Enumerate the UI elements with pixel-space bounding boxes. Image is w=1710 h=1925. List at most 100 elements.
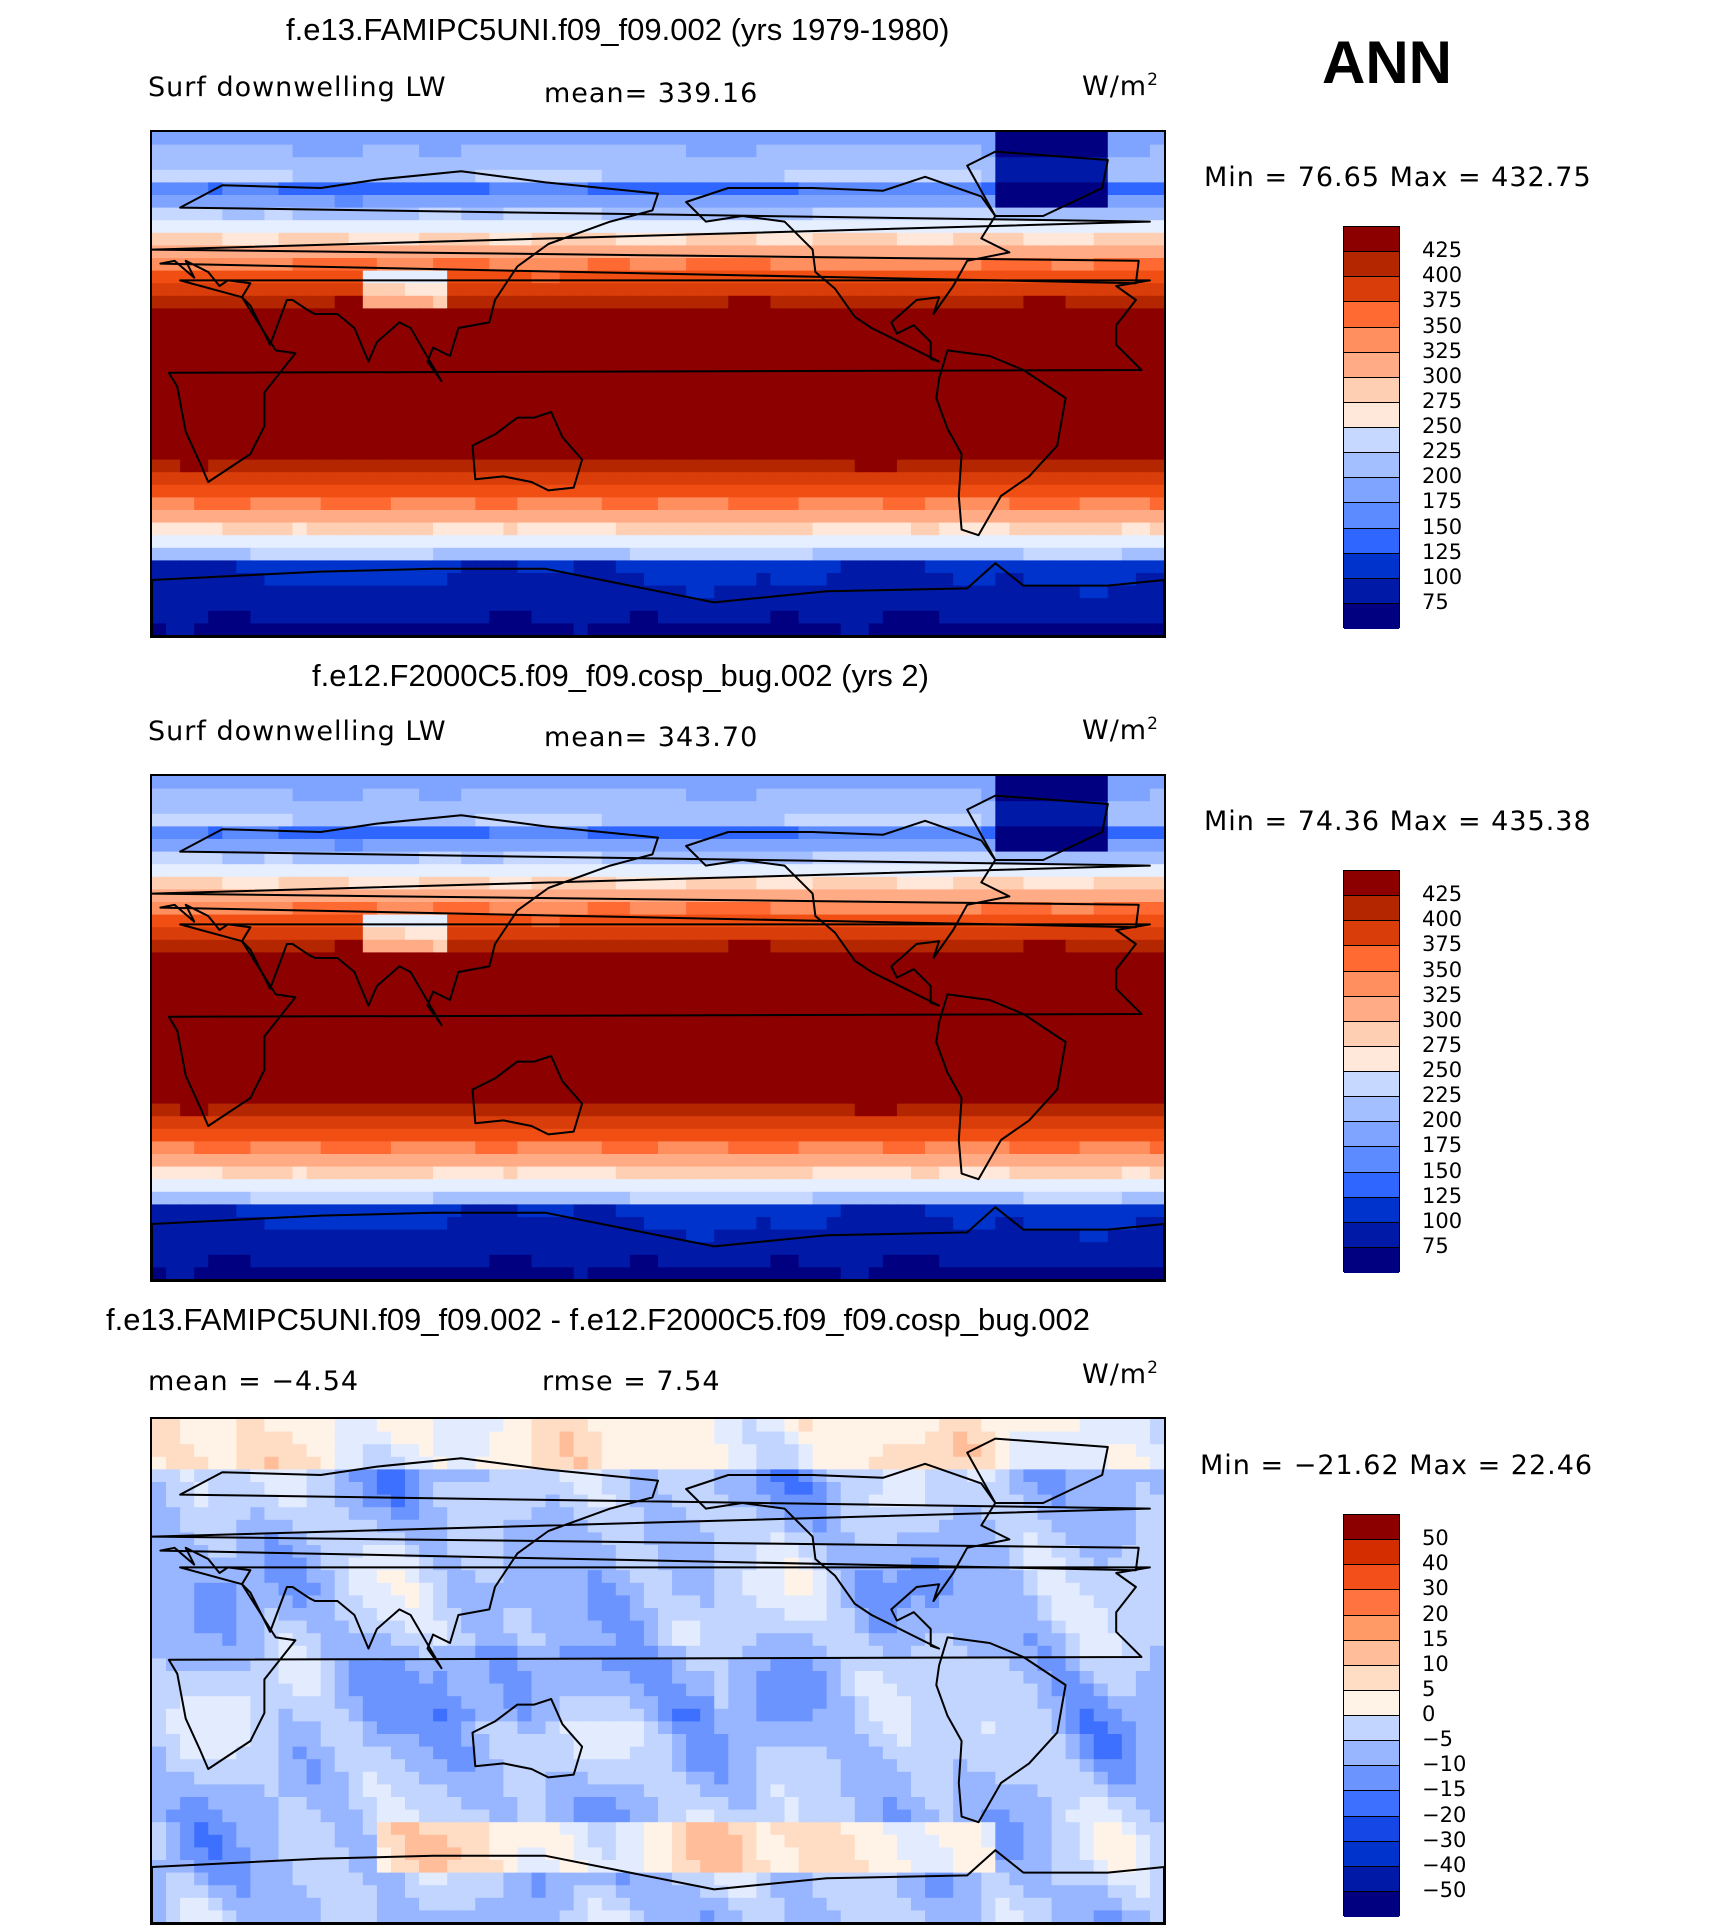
field-cell — [1079, 169, 1095, 183]
field-cell — [784, 851, 800, 865]
field-cell — [643, 472, 659, 486]
field-cell — [320, 510, 336, 524]
field-cell — [925, 547, 940, 561]
field-cell — [882, 990, 898, 1004]
field-cell — [390, 585, 406, 599]
field-cell — [475, 182, 490, 196]
field-cell — [939, 1028, 954, 1042]
field-cell — [348, 813, 364, 827]
field-cell — [545, 220, 561, 234]
field-cell — [882, 623, 898, 636]
field-cell — [1037, 990, 1053, 1004]
field-cell — [461, 573, 476, 587]
field-cell — [601, 927, 617, 941]
field-cell — [334, 876, 350, 890]
field-cell — [854, 1065, 870, 1079]
field-cell — [742, 1128, 757, 1142]
field-cell — [166, 182, 181, 196]
field-cell — [1065, 776, 1081, 790]
field-cell — [587, 902, 603, 916]
field-cell — [615, 1015, 631, 1029]
field-cell — [925, 927, 940, 941]
field-cell — [587, 169, 603, 183]
field-cell — [770, 384, 786, 398]
field-cell — [208, 459, 223, 473]
field-cell — [1065, 258, 1081, 272]
field-cell — [306, 371, 322, 385]
field-cell — [489, 585, 504, 599]
field-cell — [700, 270, 715, 284]
field-cell — [643, 346, 659, 360]
field-cell — [208, 623, 223, 636]
field-cell — [882, 876, 898, 890]
field-cell — [461, 384, 476, 398]
field-cell — [854, 1002, 870, 1016]
field-cell — [222, 308, 237, 322]
field-cell — [784, 308, 800, 322]
field-cell — [419, 1053, 434, 1067]
field-cell — [475, 598, 490, 612]
field-cell — [1051, 220, 1067, 234]
field-cell — [784, 497, 800, 511]
field-cell — [306, 851, 322, 865]
field-cell — [292, 1028, 308, 1042]
field-cell — [433, 132, 448, 146]
field-cell — [180, 232, 195, 246]
field-cell — [166, 939, 181, 953]
field-cell — [756, 977, 772, 991]
field-cell — [868, 321, 884, 335]
field-cell — [1037, 157, 1053, 171]
field-cell — [643, 220, 659, 234]
field-cell — [461, 207, 476, 221]
field-cell — [1023, 1015, 1039, 1029]
field-cell — [1023, 1065, 1039, 1079]
field-cell — [1135, 232, 1151, 246]
field-cell — [995, 220, 1010, 234]
field-cell — [152, 1015, 167, 1029]
field-cell — [489, 195, 504, 209]
field-cell — [334, 371, 350, 385]
field-cell — [714, 1091, 729, 1105]
field-cell — [967, 132, 982, 146]
field-cell — [531, 623, 547, 636]
field-cell — [826, 308, 842, 322]
field-cell — [236, 585, 251, 599]
field-cell — [222, 801, 237, 815]
field-cell — [643, 132, 659, 146]
field-cell — [1079, 510, 1095, 524]
field-cell — [1051, 497, 1067, 511]
field-cell — [911, 283, 926, 297]
field-cell — [320, 207, 336, 221]
field-cell — [601, 157, 617, 171]
field-cell — [475, 358, 490, 372]
field-cell — [489, 535, 504, 549]
field-cell — [236, 1002, 251, 1016]
field-cell — [826, 902, 842, 916]
field-cell — [503, 598, 519, 612]
field-cell — [643, 1128, 659, 1142]
field-cell — [433, 560, 448, 574]
field-cell — [672, 990, 687, 1004]
field-cell — [180, 788, 195, 802]
field-cell — [194, 1015, 209, 1029]
field-cell — [826, 965, 842, 979]
field-cell — [362, 459, 378, 473]
field-cell — [1121, 295, 1137, 309]
field-cell — [1037, 1078, 1053, 1092]
field-cell — [1135, 990, 1151, 1004]
field-cell — [742, 813, 757, 827]
field-cell — [1079, 421, 1095, 435]
field-cell — [1079, 132, 1095, 146]
field-cell — [264, 283, 280, 297]
field-cell — [208, 1128, 223, 1142]
field-cell — [587, 547, 603, 561]
field-cell — [1023, 1053, 1039, 1067]
field-cell — [503, 927, 519, 941]
field-cell — [770, 952, 786, 966]
field-cell — [1037, 409, 1053, 423]
field-cell — [475, 788, 490, 802]
field-cell — [840, 535, 856, 549]
field-cell — [236, 977, 251, 991]
field-cell — [194, 295, 209, 309]
field-cell — [1009, 547, 1025, 561]
